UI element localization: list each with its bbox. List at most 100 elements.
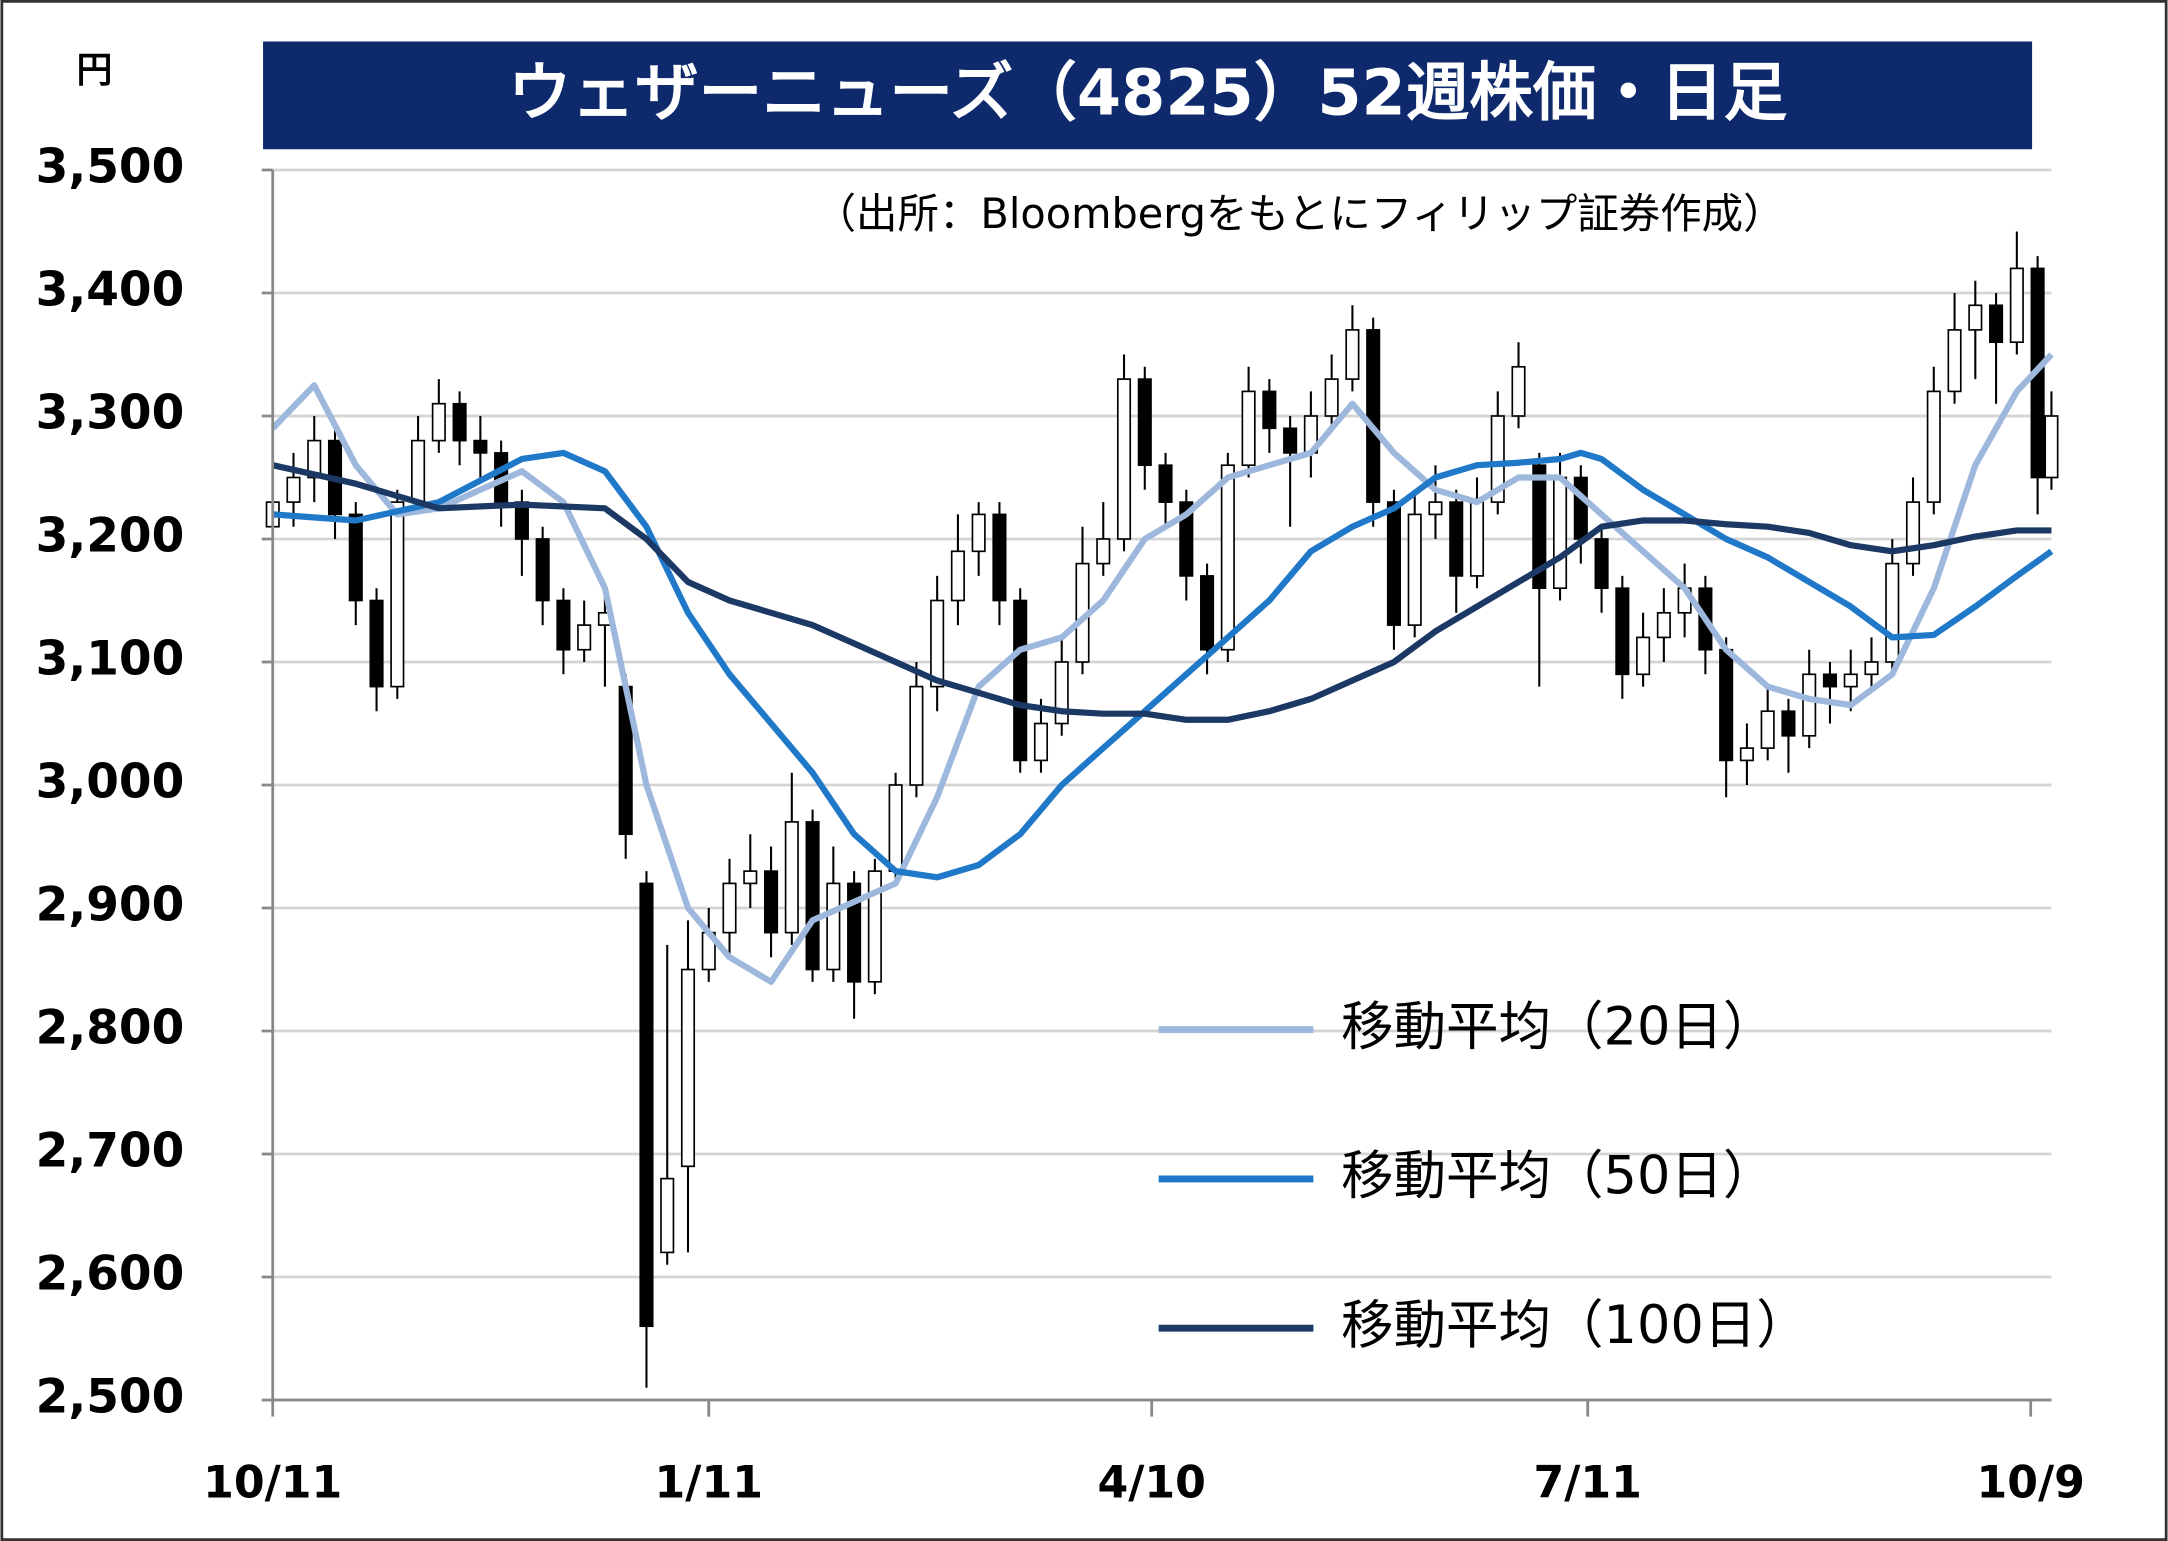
moving-average-line bbox=[272, 449, 2054, 881]
candle-body bbox=[556, 599, 571, 651]
candle-body bbox=[1366, 329, 1381, 503]
candle-body bbox=[1449, 501, 1464, 577]
legend-label: 移動平均（50日） bbox=[1341, 1146, 1775, 1207]
x-tick-label: 4/10 bbox=[1097, 1458, 1205, 1509]
candle-body bbox=[1905, 501, 1921, 565]
moving-average-line bbox=[272, 462, 2052, 723]
candle-body bbox=[1552, 476, 1568, 590]
candle-body bbox=[2044, 415, 2059, 479]
candle-body bbox=[763, 870, 779, 934]
candle-body bbox=[2009, 267, 2024, 344]
candle-body bbox=[1656, 611, 1671, 639]
candle-body bbox=[577, 624, 592, 651]
candle-body bbox=[826, 882, 841, 971]
candle-body bbox=[930, 599, 945, 688]
axes: 2,500 2,600 2,700 2,800 2,900 3,000 3,100 3,200… bbox=[36, 139, 2085, 1508]
y-tick-label: 2,500 bbox=[36, 1370, 185, 1425]
candle-body bbox=[535, 538, 550, 602]
candle-body bbox=[1137, 378, 1152, 467]
candle-body bbox=[1407, 513, 1422, 626]
candle-body bbox=[1220, 464, 1235, 651]
candle-body bbox=[1096, 538, 1111, 565]
candle-body bbox=[1594, 538, 1609, 590]
candle-body bbox=[805, 821, 820, 971]
candle-body bbox=[1469, 501, 1485, 577]
candle-body bbox=[286, 476, 301, 503]
y-tick-label: 2,600 bbox=[36, 1247, 185, 1302]
candle-body bbox=[1262, 390, 1277, 430]
y-tick-label: 3,000 bbox=[36, 755, 185, 810]
candle-body bbox=[1781, 710, 1796, 737]
legend-label: 移動平均（20日） bbox=[1341, 996, 1775, 1057]
candle-body bbox=[639, 882, 654, 1328]
candle-body bbox=[1324, 378, 1339, 417]
marks bbox=[265, 231, 2059, 1388]
candle-body bbox=[950, 550, 965, 602]
y-tick-label: 3,100 bbox=[36, 632, 185, 687]
candle-body bbox=[1345, 329, 1360, 380]
moving-average-line bbox=[270, 352, 2054, 985]
y-tick-label: 3,400 bbox=[36, 262, 185, 317]
candle-body bbox=[1739, 747, 1754, 762]
title-box bbox=[263, 41, 2033, 150]
y-tick-label: 3,500 bbox=[36, 139, 185, 194]
candle-body bbox=[1241, 390, 1256, 467]
candle-body bbox=[1822, 673, 1838, 688]
candle-body bbox=[1490, 415, 1505, 503]
candle-body bbox=[1760, 710, 1775, 749]
source-note: （出所：Bloombergをもとにフィリップ証券作成） bbox=[815, 190, 1785, 238]
candle-body bbox=[1428, 501, 1443, 516]
candle-body bbox=[1968, 304, 1983, 331]
candle-body bbox=[1158, 464, 1173, 503]
candle-body bbox=[680, 968, 696, 1168]
candle-body bbox=[369, 599, 384, 688]
candle-body bbox=[909, 685, 924, 786]
x-tick-label: 10/11 bbox=[203, 1458, 342, 1509]
candle-body bbox=[867, 870, 882, 983]
candle-body bbox=[1864, 661, 1879, 676]
candle-body bbox=[1013, 599, 1028, 762]
candle-body bbox=[971, 513, 986, 553]
candle-body bbox=[1511, 365, 1526, 417]
y-tick-label: 3,200 bbox=[36, 509, 185, 564]
candle-body bbox=[1386, 501, 1401, 626]
candle-body bbox=[1843, 673, 1858, 688]
candle-body bbox=[390, 501, 405, 688]
chart-title: ウェザーニューズ（4825）52週株価・日足 bbox=[508, 55, 1788, 129]
candle-body bbox=[1179, 501, 1194, 577]
candle-body bbox=[660, 1177, 675, 1254]
candle-body bbox=[1947, 329, 1962, 393]
legend-label: 移動平均（100日） bbox=[1341, 1295, 1809, 1356]
candle-body bbox=[1116, 378, 1132, 540]
candle-body bbox=[784, 821, 799, 934]
x-tick-label: 1/11 bbox=[655, 1458, 763, 1509]
candle-body bbox=[473, 439, 488, 454]
candle-body bbox=[743, 870, 758, 885]
candle-body bbox=[431, 402, 446, 442]
candle-body bbox=[1615, 587, 1630, 676]
x-tick-label: 7/11 bbox=[1534, 1458, 1642, 1509]
candle-body bbox=[1989, 304, 2004, 344]
candle-body bbox=[992, 513, 1007, 602]
x-tick-label: 10/9 bbox=[1976, 1458, 2084, 1509]
grid bbox=[272, 168, 2052, 1402]
candle-body bbox=[1719, 648, 1734, 762]
y-tick-label: 2,700 bbox=[36, 1124, 185, 1179]
y-tick-label: 2,800 bbox=[36, 1001, 185, 1056]
candle-body bbox=[1926, 390, 1941, 503]
candle-body bbox=[1532, 464, 1547, 590]
candle-body bbox=[1283, 427, 1298, 454]
candle-body bbox=[1200, 575, 1215, 651]
candle-body bbox=[348, 513, 363, 602]
candle-body bbox=[452, 402, 467, 442]
candle-body bbox=[1802, 673, 1817, 737]
candle-body bbox=[1573, 476, 1588, 540]
candle-body bbox=[1636, 636, 1651, 676]
candle-body bbox=[411, 439, 426, 503]
candle-body bbox=[722, 882, 737, 934]
y-tick-label: 3,300 bbox=[36, 386, 185, 441]
candle-body bbox=[1033, 722, 1049, 762]
